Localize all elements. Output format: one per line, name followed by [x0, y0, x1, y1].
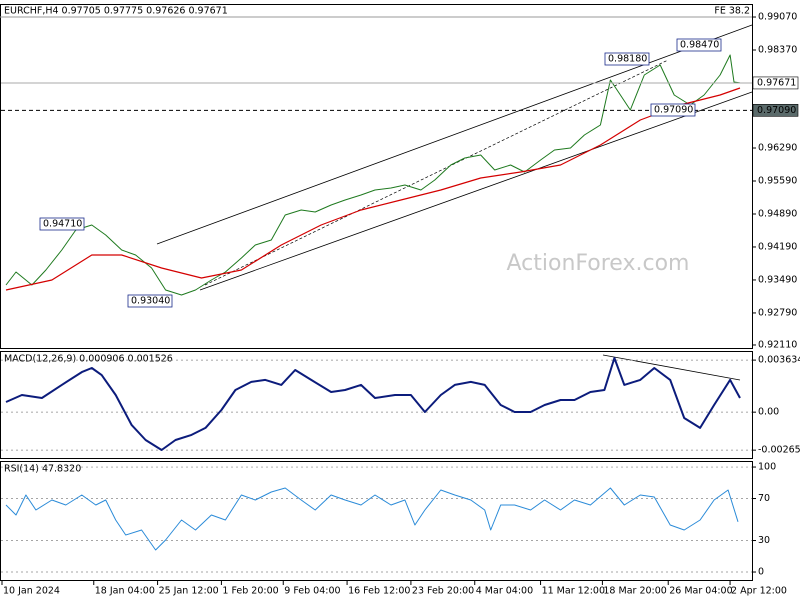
y-tick-label: 0.99070: [758, 12, 797, 23]
y-tick-label: 0.00: [758, 407, 779, 418]
y-tick-label: 0.95590: [758, 176, 797, 187]
chart-title: EURCHF,H4 0.97705 0.97775 0.97626 0.9767…: [4, 6, 228, 17]
y-tick-label: 30: [758, 535, 770, 546]
macd-pane: [0, 351, 753, 459]
watermark: ActionForex.com: [507, 251, 690, 276]
channel-upper: [156, 24, 753, 245]
y-tick-label: 0.92110: [758, 339, 797, 350]
rsi-pane: [0, 461, 753, 581]
price-box: [752, 76, 799, 90]
y-tick-label: 0.94890: [758, 208, 797, 219]
main-pane: [0, 4, 753, 349]
x-tick-label: 26 Mar 04:00: [669, 586, 732, 597]
channel-lower: [199, 91, 753, 291]
price-box: [752, 104, 799, 117]
y-tick-label: 0.96290: [758, 143, 797, 154]
rsi-title: RSI(14) 47.8320: [4, 464, 81, 475]
x-tick-label: 2 Apr 12:00: [731, 586, 787, 597]
x-tick-label: 25 Jan 12:00: [159, 586, 219, 597]
annotation-box: [127, 294, 173, 308]
x-tick-label: 1 Feb 20:00: [222, 586, 278, 597]
annotation: 0.93040: [131, 296, 170, 307]
annotation-box: [650, 103, 696, 117]
macd-title: MACD(12,26,9) 0.000906 0.001526: [4, 354, 173, 365]
x-tick-label: 10 Jan 2024: [3, 586, 60, 597]
price-box-label: 0.97090: [757, 105, 796, 116]
y-tick-label: 0.98370: [758, 45, 797, 56]
annotation: 0.94710: [43, 219, 82, 230]
y-tick-label: -0.002652: [758, 445, 800, 456]
annotation: 0.98180: [608, 54, 647, 65]
x-tick-label: 4 Mar 04:00: [476, 586, 533, 597]
series-line: [5, 54, 741, 296]
x-tick-label: 23 Feb 20:00: [412, 586, 474, 597]
x-tick-label: 16 Feb 12:00: [348, 586, 410, 597]
x-tick-label: 18 Jan 04:00: [95, 586, 155, 597]
x-tick-label: 9 Feb 04:00: [284, 586, 340, 597]
x-tick-label: 11 Mar 12:00: [542, 586, 605, 597]
projection-line: [204, 59, 669, 286]
y-tick-label: 0.94190: [758, 241, 797, 252]
fib-label: FE 38.2: [714, 6, 750, 17]
annotation-box: [676, 38, 722, 52]
y-tick-label: 0: [758, 567, 764, 578]
y-tick-label: 100: [758, 462, 776, 473]
y-tick-label: 0.003634: [758, 355, 800, 366]
y-tick-label: 0.93490: [758, 274, 797, 285]
series-line: [5, 357, 741, 451]
annotation-box: [39, 217, 85, 231]
divergence-line: [602, 354, 741, 381]
annotation-box: [604, 52, 650, 66]
x-tick-label: 18 Mar 20:00: [603, 586, 666, 597]
series-line: [5, 87, 741, 291]
series-line: [5, 487, 739, 551]
price-box-label: 0.97671: [757, 77, 796, 88]
y-tick-label: 70: [758, 493, 770, 504]
annotation: 0.98470: [680, 40, 719, 51]
y-tick-label: 0.92790: [758, 307, 797, 318]
annotation: 0.97090: [654, 105, 693, 116]
